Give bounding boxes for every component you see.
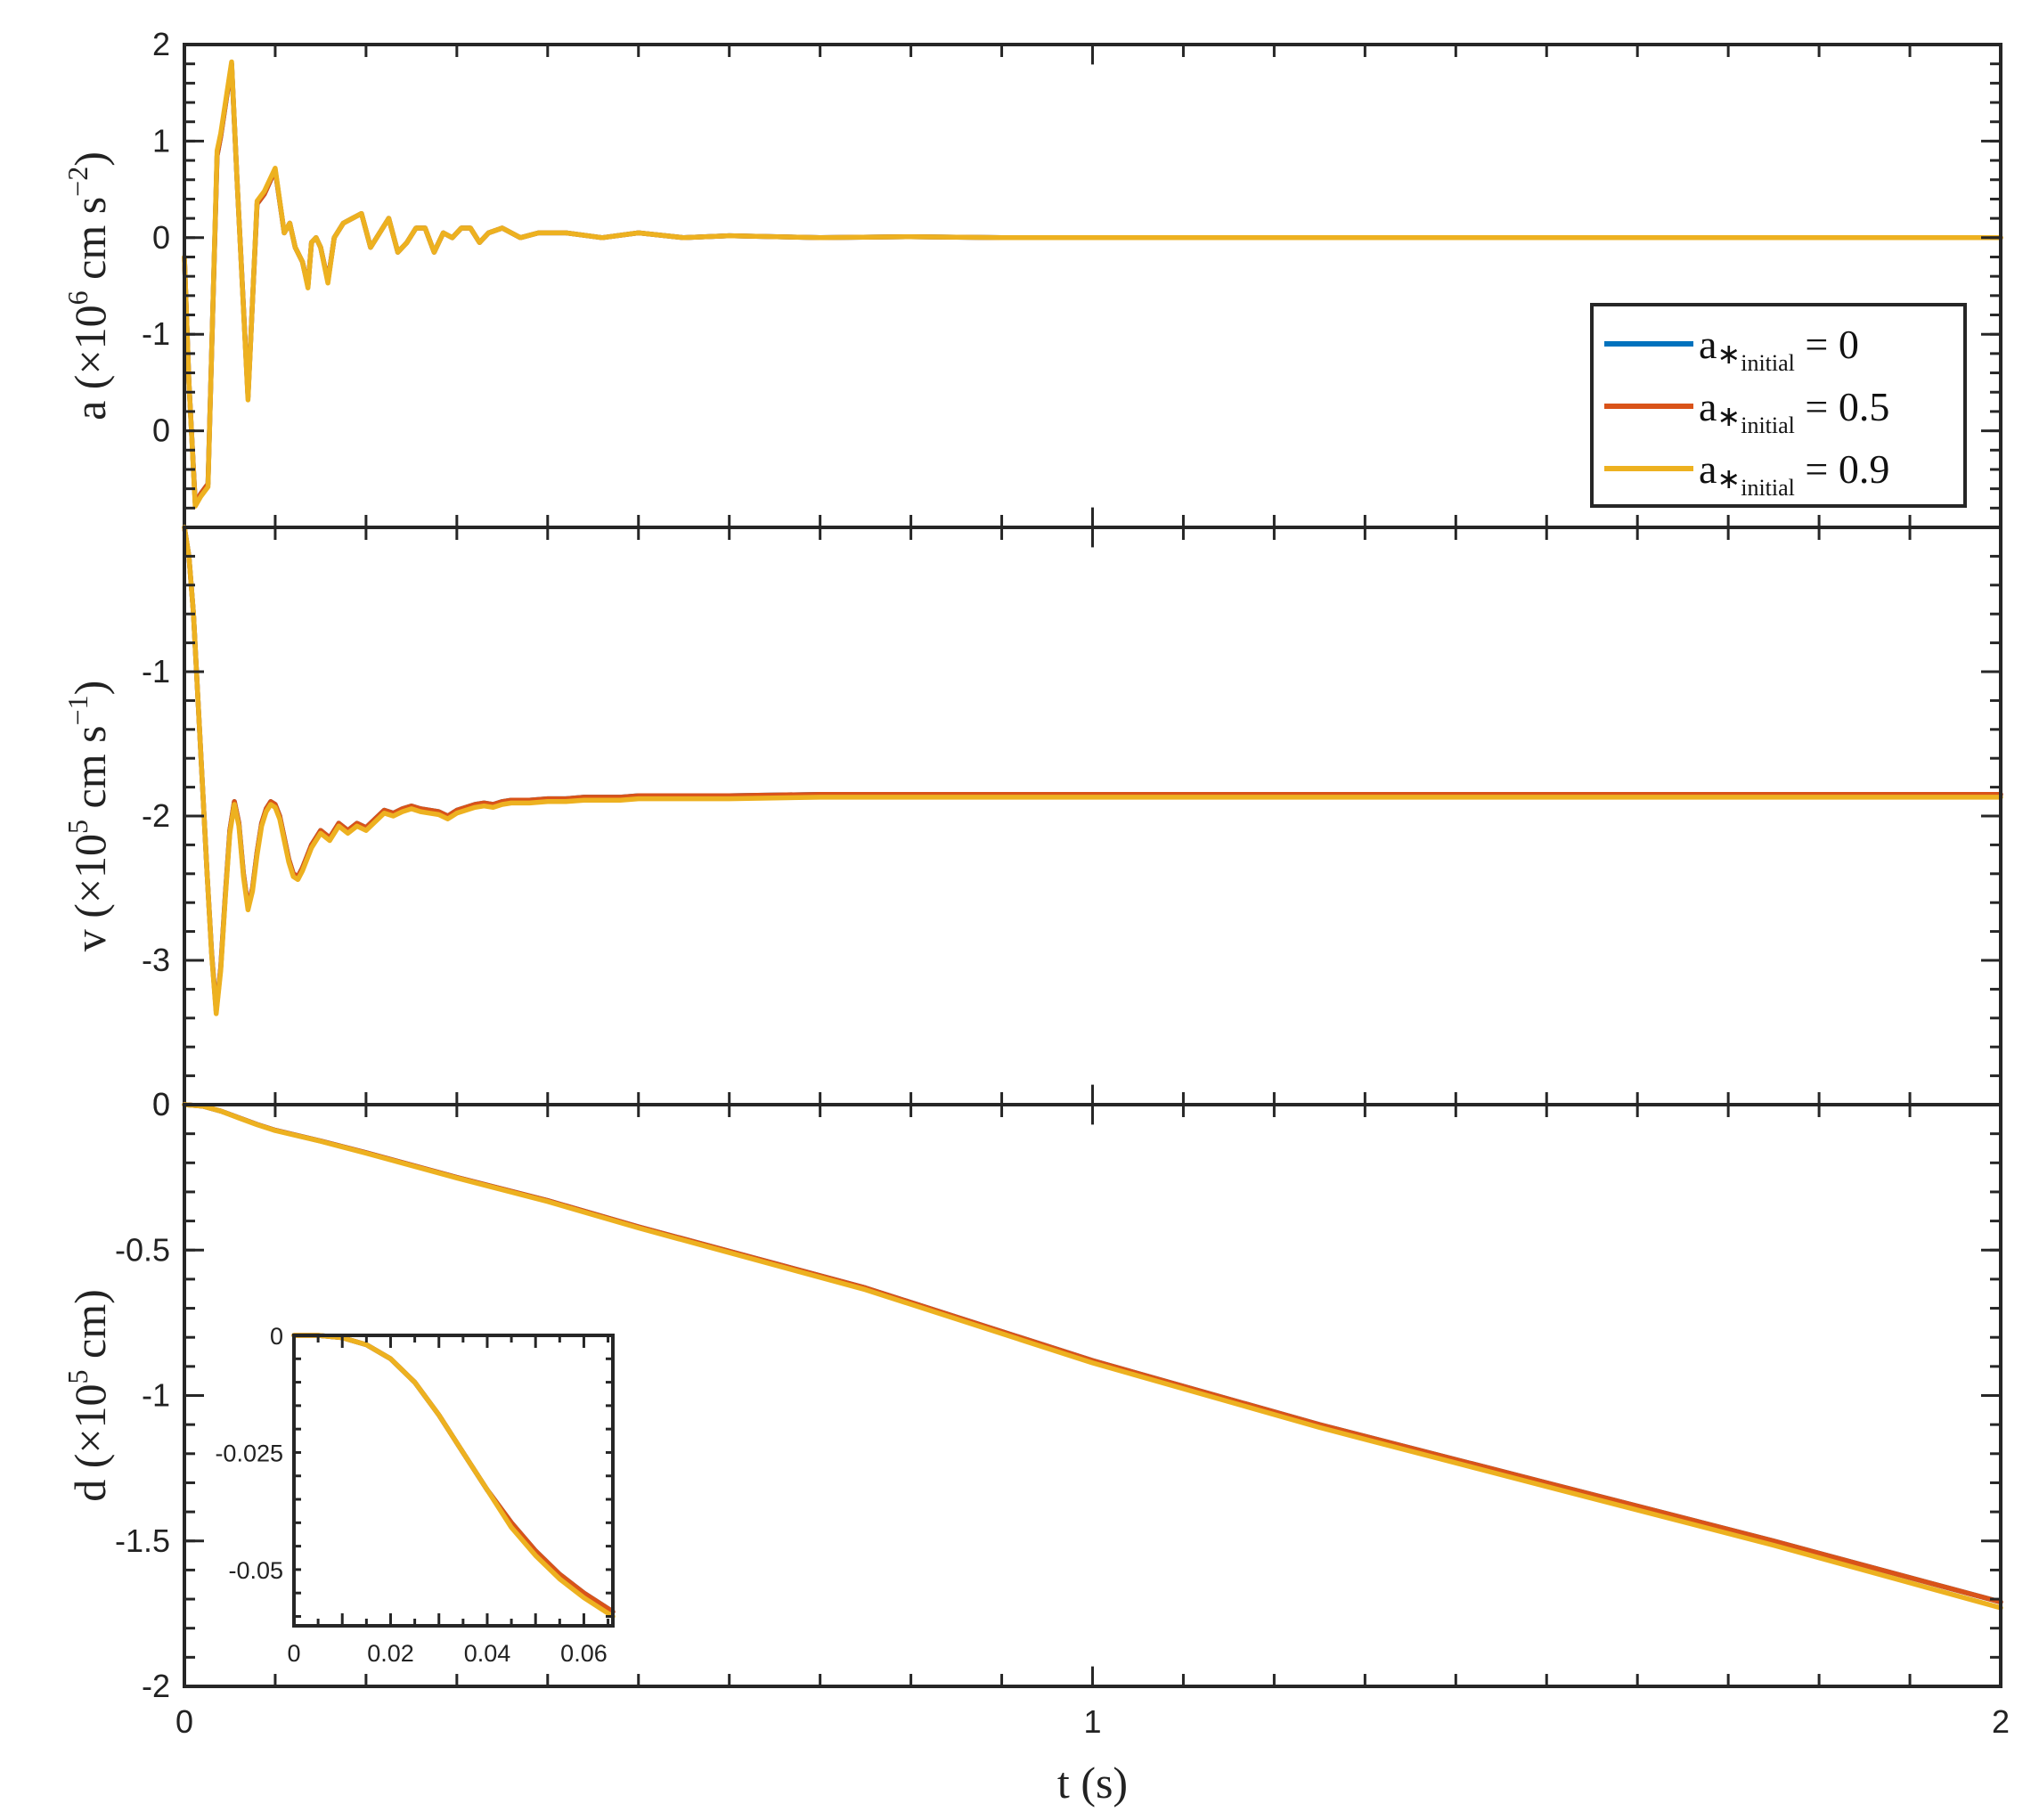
inset-xtick-label: 0.04 xyxy=(464,1640,511,1667)
acceleration-panel-ytick-label: 1 xyxy=(152,122,170,159)
legend-label-1: a∗initial = 0.5 xyxy=(1699,384,1889,438)
displacement-panel-ytick-label: -1 xyxy=(142,1377,170,1414)
x-axis: 0 1 2 t (s) xyxy=(175,1703,2010,1808)
inset-ytick-label: 0 xyxy=(270,1323,283,1350)
velocity-panel: 0 -3 -2 -1 v (×105 cm s−1) xyxy=(61,525,2003,1122)
acceleration-panel-series-2 xyxy=(182,59,2003,509)
inset-frame xyxy=(292,1334,615,1628)
legend: a∗initial = 0 a∗initial = 0.5 a∗initial = … xyxy=(1590,303,1967,508)
velocity-panel-series-2 xyxy=(182,525,2003,1016)
legend-label-0: a∗initial = 0 xyxy=(1699,322,1859,376)
acceleration-panel: 0 -1 0 1 2 a (×106 cm s−2) xyxy=(61,26,2003,529)
inset-panel: 0 0.02 0.04 0.06 0 -0.025 -0.05 xyxy=(215,1323,616,1667)
inset-xtick-label: 0.02 xyxy=(367,1640,414,1667)
x-axis-label: t (s) xyxy=(1057,1758,1128,1808)
inset-ytick-label: -0.025 xyxy=(215,1440,283,1466)
acceleration-panel-ylabel: a (×106 cm s−2) xyxy=(61,151,115,420)
x-tick-label: 0 xyxy=(175,1703,193,1740)
inset-xtick-label: 0.06 xyxy=(560,1640,608,1667)
acceleration-panel-ytick-label: 0 xyxy=(152,219,170,256)
legend-label-2: a∗initial = 0.9 xyxy=(1699,446,1889,501)
acceleration-panel-ytick-label: 2 xyxy=(152,26,170,62)
displacement-panel-ytick-label: -1.5 xyxy=(115,1522,170,1559)
x-tick-label: 2 xyxy=(1992,1703,2010,1740)
displacement-panel-series-2 xyxy=(182,1102,2003,1611)
displacement-panel-ytick-label: -0.5 xyxy=(115,1231,170,1268)
inset-xtick-label: 0 xyxy=(287,1640,300,1667)
velocity-panel-ylabel: v (×105 cm s−1) xyxy=(61,681,115,952)
x-tick-label: 1 xyxy=(1083,1703,1101,1740)
displacement-panel-ytick-label: -2 xyxy=(142,1668,170,1704)
velocity-panel-series-1 xyxy=(182,525,2003,1014)
inset-ytick-label: -0.05 xyxy=(228,1557,283,1584)
displacement-panel-ylabel: d (×105 cm) xyxy=(61,1289,115,1502)
displacement-panel: -2 -1.5 -1 -0.5 0 d (×105 cm) xyxy=(61,1086,2003,1704)
displacement-panel-ytick-label: 0 xyxy=(152,1086,170,1122)
velocity-panel-ytick-label: -1 xyxy=(142,653,170,690)
inset-series-2 xyxy=(291,1333,616,1620)
velocity-panel-ytick-label: -3 xyxy=(142,942,170,978)
velocity-panel-ytick-label: -2 xyxy=(142,797,170,834)
velocity-panel-ytick-label: 0 xyxy=(152,1086,170,1122)
acceleration-panel-ytick-label: 0 xyxy=(152,412,170,449)
acceleration-panel-ytick-label: -1 xyxy=(142,315,170,352)
velocity-panel-series-0 xyxy=(182,525,2003,1014)
displacement-panel-frame xyxy=(183,1103,2002,1688)
